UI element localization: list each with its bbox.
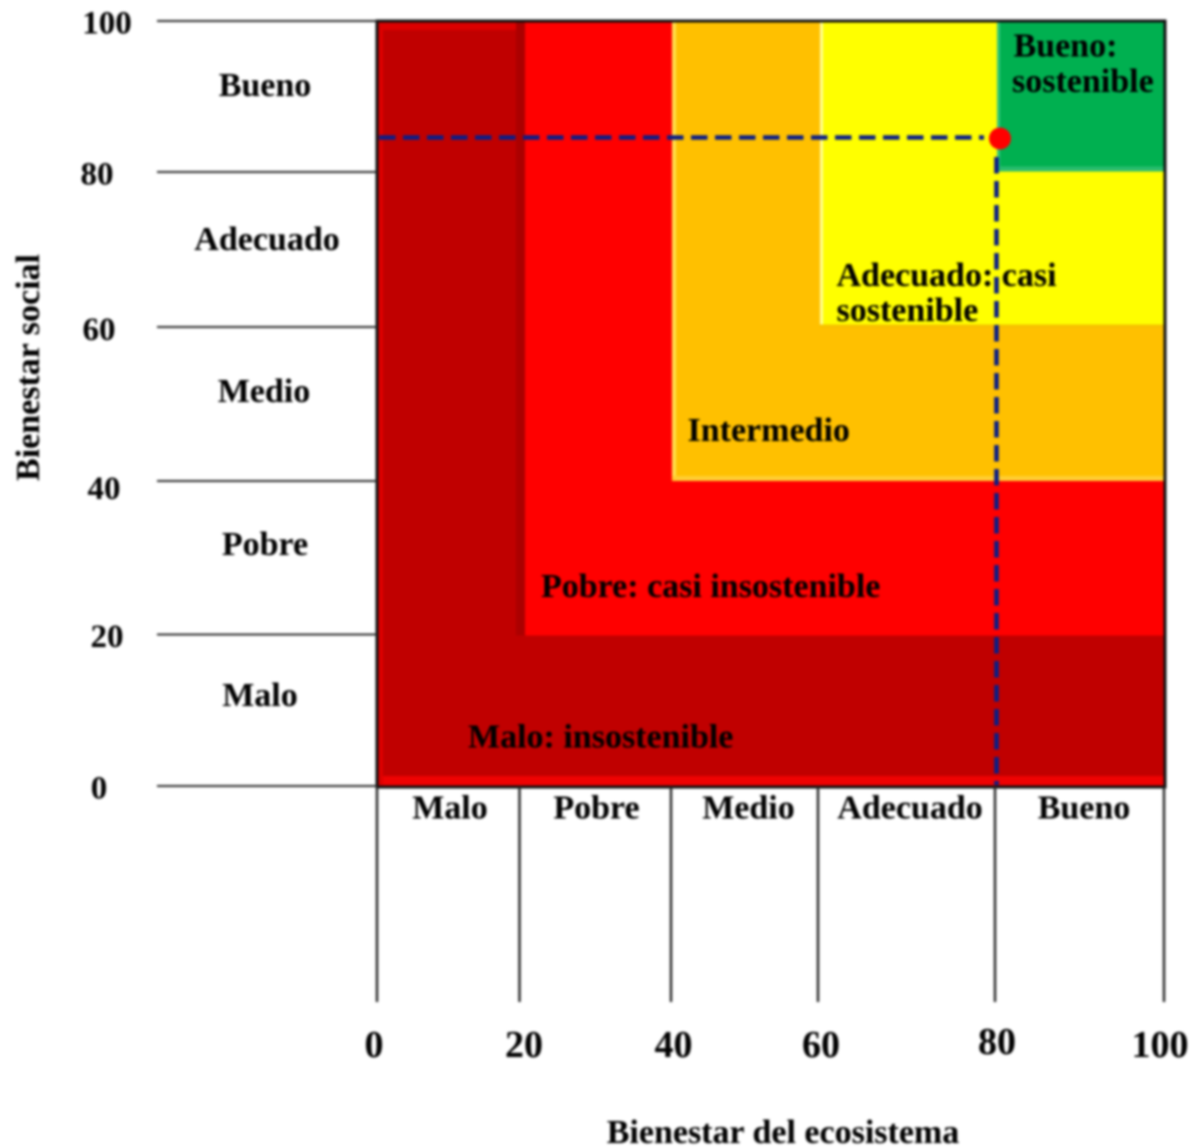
- svg-text:Bueno: Bueno: [219, 67, 312, 104]
- svg-text:Adecuado: Adecuado: [194, 221, 339, 258]
- svg-text:20: 20: [505, 1024, 543, 1066]
- svg-text:40: 40: [655, 1024, 693, 1066]
- svg-text:Adecuado: casi: Adecuado: casi: [837, 257, 1057, 294]
- svg-text:Malo: Malo: [222, 677, 298, 714]
- svg-text:Pobre: Pobre: [553, 790, 639, 827]
- svg-text:80: 80: [81, 157, 114, 193]
- svg-text:20: 20: [91, 619, 124, 655]
- svg-text:Bueno: Bueno: [1038, 790, 1131, 827]
- svg-text:Bienestar del ecosistema: Bienestar del ecosistema: [607, 1114, 960, 1148]
- svg-text:sostenible: sostenible: [837, 292, 979, 329]
- svg-text:80: 80: [978, 1021, 1016, 1063]
- svg-text:Bienestar social: Bienestar social: [10, 254, 47, 481]
- svg-text:Malo: Malo: [412, 790, 488, 827]
- svg-text:Medio: Medio: [218, 373, 311, 410]
- svg-text:60: 60: [802, 1024, 840, 1066]
- svg-text:Bueno:: Bueno:: [1014, 28, 1118, 65]
- svg-text:60: 60: [83, 312, 116, 348]
- svg-text:100: 100: [82, 6, 132, 42]
- svg-text:40: 40: [88, 471, 121, 507]
- svg-text:0: 0: [91, 771, 108, 807]
- svg-text:Intermedio: Intermedio: [688, 412, 850, 449]
- svg-text:100: 100: [1132, 1024, 1189, 1066]
- svg-text:Medio: Medio: [702, 790, 795, 827]
- svg-text:0: 0: [365, 1024, 384, 1066]
- svg-text:Malo: insostenible: Malo: insostenible: [468, 719, 733, 756]
- svg-text:Adecuado: Adecuado: [837, 790, 982, 827]
- svg-text:Pobre: Pobre: [222, 526, 308, 563]
- svg-text:Pobre: casi insostenible: Pobre: casi insostenible: [541, 568, 880, 605]
- svg-text:sostenible: sostenible: [1012, 63, 1154, 100]
